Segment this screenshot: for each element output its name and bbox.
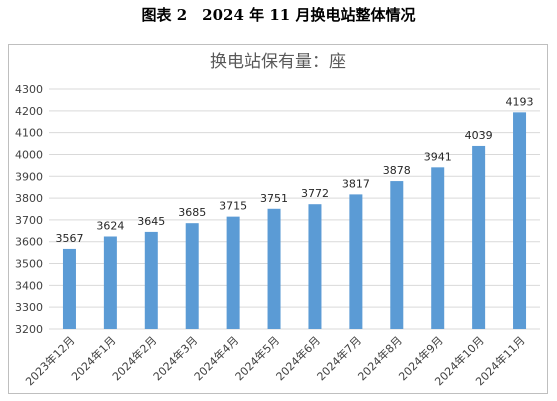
gridlines bbox=[49, 88, 540, 330]
bar bbox=[349, 194, 363, 329]
bar bbox=[472, 145, 486, 329]
data-label: 4039 bbox=[465, 129, 493, 142]
data-label: 3751 bbox=[260, 192, 288, 205]
figure-caption: 图表 2 2024 年 11 月换电站整体情况 bbox=[141, 6, 416, 24]
y-tick-label: 4200 bbox=[15, 105, 43, 118]
y-tick-label: 4300 bbox=[15, 83, 43, 96]
data-labels: 3567 3624 3645 3685 3715 3751 3772 3817 3878 3941… bbox=[55, 95, 533, 245]
y-axis-tick-labels: 3200 3300 3400 3500 3600 3700 3800 3900 4000 4100… bbox=[15, 83, 43, 336]
bar bbox=[144, 231, 158, 329]
y-tick-label: 3900 bbox=[15, 170, 43, 183]
y-tick-label: 3700 bbox=[15, 214, 43, 227]
data-label: 3941 bbox=[424, 150, 452, 163]
chart-title: 换电站保有量：座 bbox=[210, 52, 346, 72]
data-label: 3772 bbox=[301, 187, 329, 200]
bar bbox=[308, 204, 322, 329]
data-label: 3624 bbox=[96, 219, 124, 232]
data-label: 3715 bbox=[219, 200, 247, 213]
data-label: 3567 bbox=[55, 232, 83, 245]
x-tick-label: 2023年12月 bbox=[22, 333, 77, 388]
data-label: 3878 bbox=[383, 164, 411, 177]
data-label: 3685 bbox=[178, 206, 206, 219]
bar bbox=[226, 216, 240, 329]
bar bbox=[62, 248, 76, 329]
bar bbox=[390, 181, 404, 329]
y-tick-label: 4000 bbox=[15, 148, 43, 161]
bar bbox=[431, 167, 445, 329]
y-tick-label: 3400 bbox=[15, 279, 43, 292]
y-tick-label: 3200 bbox=[15, 323, 43, 336]
y-tick-label: 4100 bbox=[15, 127, 43, 140]
bar bbox=[267, 208, 281, 329]
bars bbox=[62, 112, 527, 329]
data-label: 4193 bbox=[506, 95, 534, 108]
data-label: 3817 bbox=[342, 177, 370, 190]
bar bbox=[103, 236, 117, 329]
bar bbox=[185, 223, 199, 329]
y-tick-label: 3600 bbox=[15, 236, 43, 249]
x-axis-tick-labels: 2023年12月2024年1月2024年2月2024年3月2024年4月2024… bbox=[22, 333, 527, 388]
y-tick-label: 3300 bbox=[15, 301, 43, 314]
y-tick-label: 3500 bbox=[15, 258, 43, 271]
data-label: 3645 bbox=[137, 215, 165, 228]
y-tick-label: 3800 bbox=[15, 192, 43, 205]
bar bbox=[513, 112, 527, 329]
